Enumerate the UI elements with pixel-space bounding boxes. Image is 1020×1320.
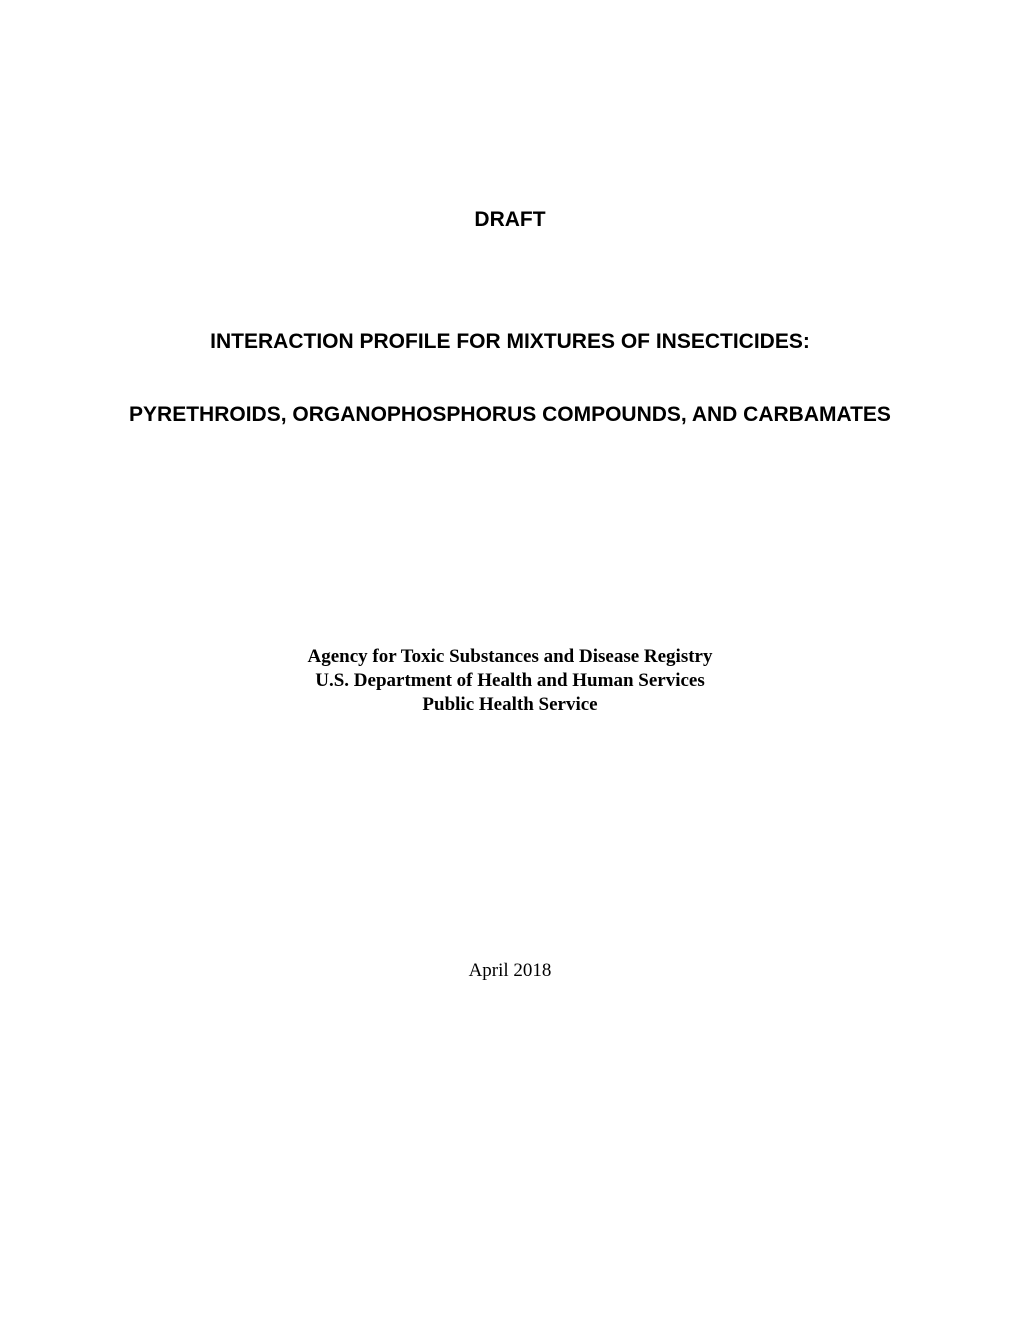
agency-line-3: Public Health Service [120,693,900,717]
title-line-2: PYRETHROIDS, ORGANOPHOSPHORUS COMPOUNDS,… [120,354,900,427]
agency-line-2: U.S. Department of Health and Human Serv… [120,669,900,693]
agency-line-1: Agency for Toxic Substances and Disease … [120,645,900,669]
agency-block: Agency for Toxic Substances and Disease … [120,427,900,716]
publication-date: April 2018 [120,716,900,982]
status-heading: DRAFT [120,0,900,232]
document-page: DRAFT INTERACTION PROFILE FOR MIXTURES O… [0,0,1020,1320]
title-line-1: INTERACTION PROFILE FOR MIXTURES OF INSE… [120,232,900,354]
